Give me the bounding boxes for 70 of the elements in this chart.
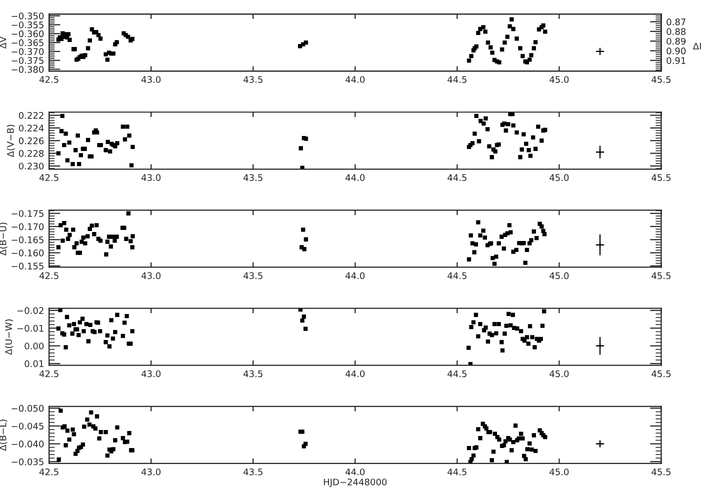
y-tick-label: −0.050 [12,404,44,412]
x-tick-label: 45.0 [550,468,569,476]
y-tick-label: −0.02 [17,307,44,314]
x-tick-label: 45.5 [652,468,670,476]
y2-axis-title: ΔI [692,42,701,50]
x-tick-label: 44.5 [448,370,466,378]
x-tick-label: 45.0 [550,370,569,378]
y-tick-label: −0.360 [12,30,44,38]
y-axis-title: Δ(U−W) [5,319,14,355]
y2-tick-label: 0.90 [666,47,686,54]
x-tick-label: 43.5 [244,370,262,378]
x-tick-label: 43.0 [141,370,161,378]
y-tick-label: −0.350 [12,12,44,20]
x-tick-label: 43.0 [141,174,161,181]
x-tick-label: 44.0 [346,370,365,378]
y-tick-label: −0.01 [17,324,44,332]
y-axis-title: Δ(V−B) [6,124,15,158]
y2-tick-label: 0.89 [666,38,686,45]
x-tick-label: 44.5 [448,468,466,476]
y-tick-label: −0.365 [12,39,44,46]
y-tick-label: −0.035 [12,458,44,466]
x-tick-label: 43.5 [244,174,262,181]
y-tick-label: −0.040 [12,440,44,448]
x-tick-label: 42.5 [39,370,58,378]
x-tick-label: 42.5 [39,468,58,476]
y-tick-label: −0.170 [12,223,44,230]
x-tick-label: 45.5 [652,370,670,378]
x-tick-label: 44.0 [346,174,365,181]
x-tick-label: 44.0 [346,468,365,476]
x-tick-label: 42.5 [39,174,58,181]
y-tick-label: −0.160 [12,250,44,256]
x-tick-label: 43.5 [244,272,262,280]
x-tick-label: 44.5 [448,76,466,83]
x-tick-label: 42.5 [39,272,58,280]
y-tick-label: 0.01 [24,360,44,368]
y-tick-label: −0.370 [12,48,44,56]
y-tick-label: −0.045 [12,422,44,430]
x-tick-label: 45.0 [550,174,569,181]
x-tick-label: 45.0 [550,76,569,83]
x-tick-label: 43.0 [141,272,161,280]
y-tick-label: −0.380 [12,66,44,73]
y2-tick-label: 0.91 [666,57,686,64]
x-tick-label: 43.5 [244,76,262,83]
y-tick-label: 0.224 [18,124,44,132]
y-tick-label: −0.175 [12,210,44,217]
x-tick-label: 42.5 [39,76,58,83]
y-tick-label: 0.00 [24,342,44,350]
y-tick-label: 0.226 [18,137,44,144]
y2-tick-label: 0.87 [666,18,686,26]
x-tick-label: 43.0 [141,76,161,83]
y-tick-label: −0.165 [12,236,44,244]
x-axis-title: HJD−2448000 [324,478,387,488]
x-tick-label: 43.0 [141,468,161,476]
y-tick-label: 0.230 [18,162,44,170]
x-tick-label: 45.5 [652,174,670,181]
y-tick-label: 0.222 [18,112,44,119]
x-tick-label: 45.5 [652,76,670,83]
x-tick-label: 44.0 [346,272,365,280]
y-tick-label: 0.228 [18,150,44,157]
y-tick-label: −0.355 [12,21,44,28]
x-tick-label: 44.0 [346,76,365,83]
y-axis-title: ΔV [0,36,6,49]
x-tick-label: 44.5 [448,272,466,280]
x-tick-label: 45.0 [550,272,569,280]
x-tick-label: 44.5 [448,174,466,181]
y2-tick-label: 0.88 [666,28,686,35]
y-tick-label: −0.155 [12,262,44,270]
x-tick-label: 43.5 [244,468,262,476]
y-tick-label: −0.375 [12,57,44,64]
x-tick-label: 45.5 [652,272,670,280]
